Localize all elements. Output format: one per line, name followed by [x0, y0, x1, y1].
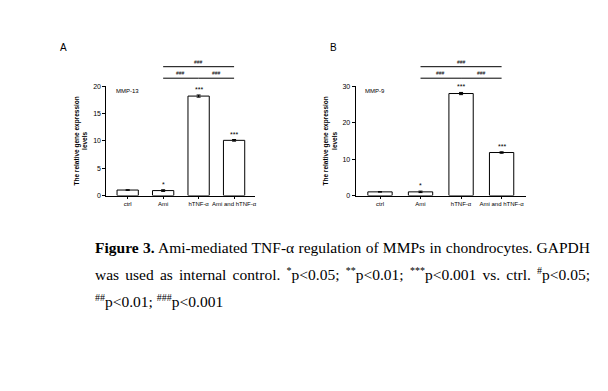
svg-text:MMP-13: MMP-13: [116, 88, 139, 94]
svg-text:*: *: [162, 181, 165, 188]
svg-text:###: ###: [477, 70, 486, 76]
svg-text:ctrl: ctrl: [376, 201, 384, 207]
svg-text:***: ***: [195, 86, 203, 93]
svg-text:10: 10: [93, 137, 101, 144]
svg-text:15: 15: [93, 110, 101, 117]
svg-text:###: ###: [176, 70, 185, 76]
svg-text:20: 20: [342, 119, 350, 126]
svg-text:30: 30: [342, 83, 350, 90]
svg-text:*: *: [419, 182, 422, 189]
svg-text:The relative gene expressionle: The relative gene expressionlevels: [73, 96, 88, 185]
svg-text:MMP-9: MMP-9: [365, 88, 385, 94]
svg-text:Ami: Ami: [415, 201, 425, 207]
svg-text:Ami: Ami: [158, 201, 168, 207]
svg-text:***: ***: [457, 83, 465, 90]
svg-text:###: ###: [212, 70, 221, 76]
svg-text:20: 20: [93, 83, 101, 90]
svg-text:***: ***: [498, 143, 506, 150]
svg-text:###: ###: [457, 59, 466, 65]
svg-text:10: 10: [342, 156, 350, 163]
svg-text:Ami and hTNF-α: Ami and hTNF-α: [212, 201, 257, 207]
svg-text:***: ***: [230, 131, 238, 138]
svg-text:###: ###: [436, 70, 445, 76]
svg-text:B: B: [330, 42, 337, 53]
svg-text:###: ###: [194, 59, 203, 65]
svg-text:A: A: [60, 42, 67, 53]
svg-text:0: 0: [97, 192, 101, 199]
svg-text:The relative gene expressionle: The relative gene expressionlevels: [322, 96, 337, 185]
svg-text:5: 5: [97, 165, 101, 172]
svg-text:hTNF-α: hTNF-α: [188, 201, 209, 207]
html-text:Figure 3. Ami-mediated TNF-α r: Figure 3. Ami-mediated TNF-α regulation …: [95, 239, 590, 284]
html-text:##p<0.01; ###p<0.001: ##p<0.01; ###p<0.001: [95, 292, 224, 311]
svg-text:hTNF-α: hTNF-α: [451, 201, 472, 207]
svg-text:ctrl: ctrl: [124, 201, 132, 207]
svg-text:Ami and hTNF-α: Ami and hTNF-α: [480, 201, 525, 207]
svg-text:0: 0: [346, 192, 350, 199]
